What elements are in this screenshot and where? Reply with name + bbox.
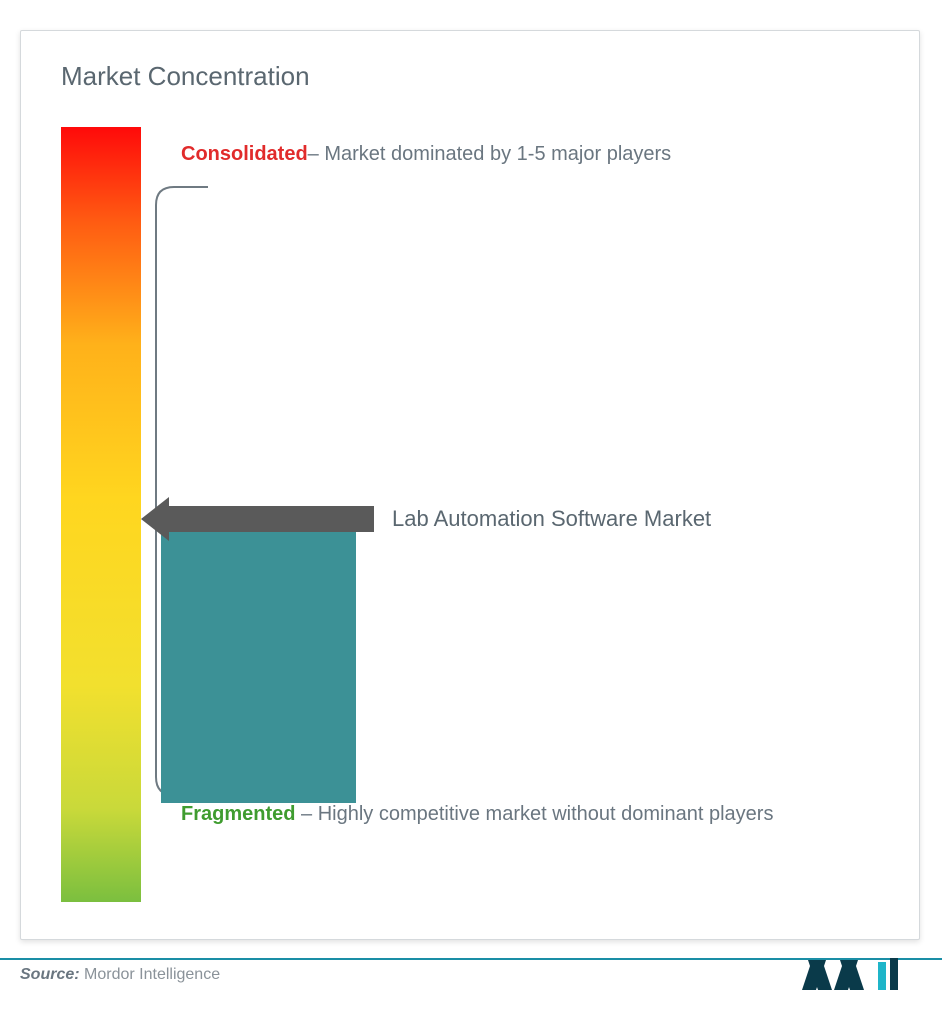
source-label: Source: xyxy=(20,966,80,983)
pointer-arrow-icon xyxy=(141,497,374,541)
gradient-scale-bar xyxy=(61,127,141,902)
fragmented-rest: – Highly competitive market without domi… xyxy=(295,803,773,825)
consolidated-prefix: Consolidated xyxy=(181,143,308,165)
market-pointer-row: Lab Automation Software Market xyxy=(141,497,711,541)
consolidated-rest: – Market dominated by 1-5 major players xyxy=(308,143,672,165)
fragmented-prefix: Fragmented xyxy=(181,803,295,825)
source-row: Source: Mordor Intelligence xyxy=(20,958,920,992)
market-name-label: Lab Automation Software Market xyxy=(392,506,711,532)
market-concentration-card: Market Concentration Consolidated– Marke… xyxy=(20,30,920,940)
fragmented-label: Fragmented – Highly competitive market w… xyxy=(181,792,921,836)
mordor-logo-icon xyxy=(800,958,920,992)
teal-accent-box xyxy=(161,515,356,803)
source-value: Mordor Intelligence xyxy=(80,966,221,983)
card-title: Market Concentration xyxy=(61,61,879,92)
consolidated-label: Consolidated– Market dominated by 1-5 ma… xyxy=(181,132,921,176)
content-area: Consolidated– Market dominated by 1-5 ma… xyxy=(61,127,879,907)
source-text: Source: Mordor Intelligence xyxy=(20,966,220,984)
